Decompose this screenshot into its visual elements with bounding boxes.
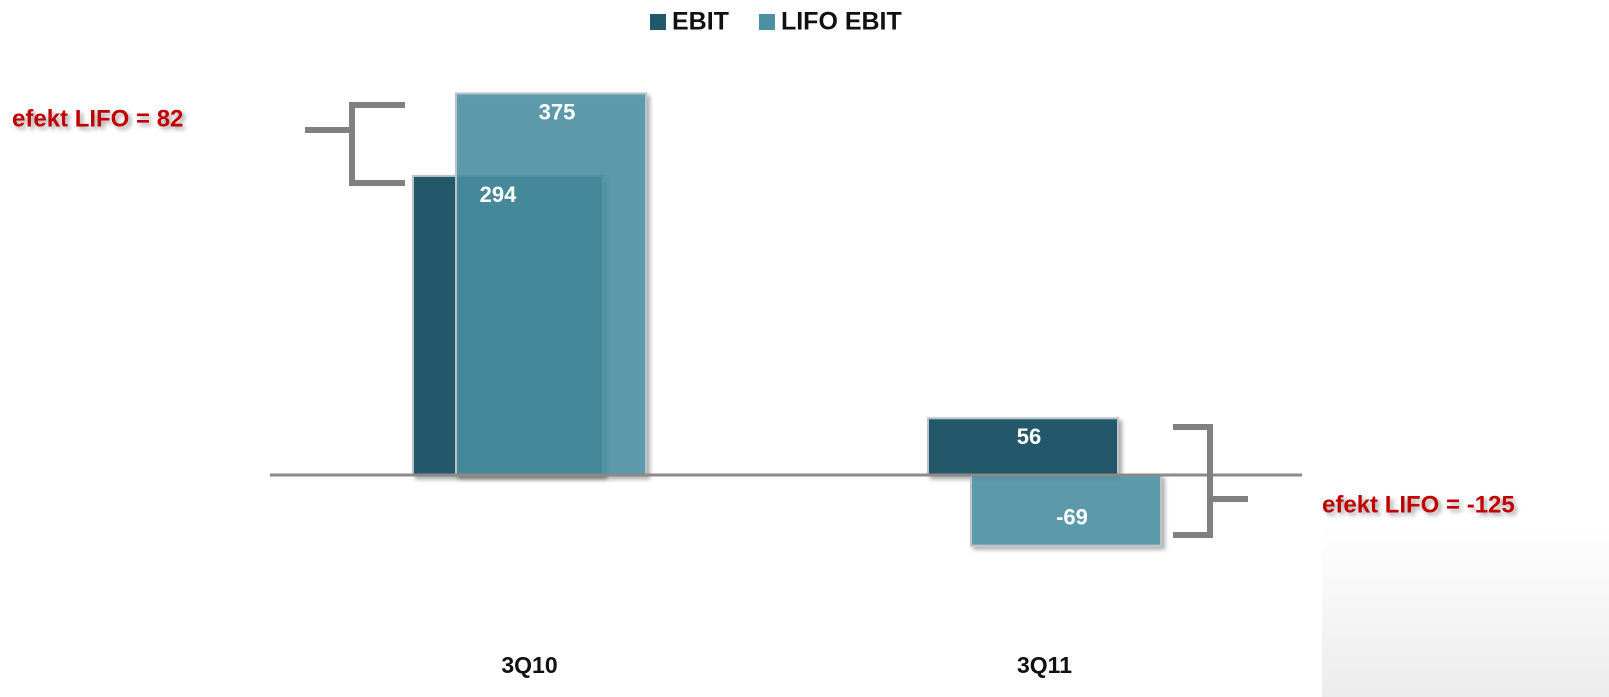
data-label: 56 xyxy=(1017,424,1041,449)
data-label: 375 xyxy=(539,99,576,124)
x-tick-label: 3Q11 xyxy=(1017,652,1072,678)
data-label: -69 xyxy=(1056,504,1088,529)
annotation: efekt LIFO = 82 xyxy=(12,105,183,132)
legend-swatch xyxy=(650,14,666,30)
annotation: efekt LIFO = -125 xyxy=(1322,491,1515,518)
bracket xyxy=(305,102,405,186)
bracket xyxy=(1173,424,1248,538)
data-label: 294 xyxy=(480,182,517,207)
x-tick-label: 3Q10 xyxy=(501,652,557,678)
bar xyxy=(455,92,647,477)
legend-swatch xyxy=(758,14,775,30)
decoration xyxy=(1322,525,1609,697)
legend-label: LIFO EBIT xyxy=(781,8,902,36)
bar xyxy=(927,417,1119,477)
legend-label: EBIT xyxy=(672,8,729,36)
